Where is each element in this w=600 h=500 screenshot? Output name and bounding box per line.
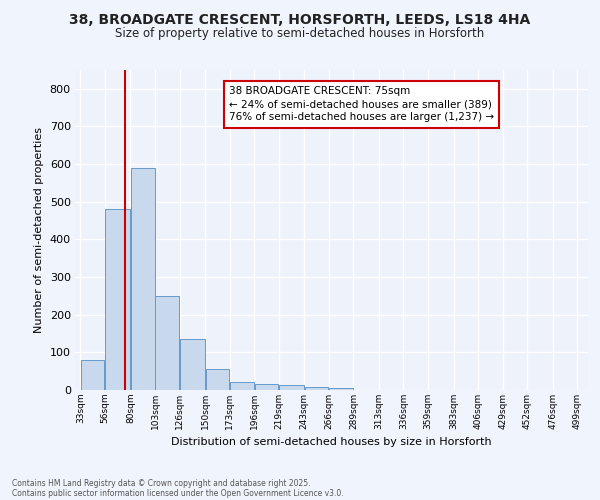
Bar (180, 339, 205, 390)
Text: Size of property relative to semi-detached houses in Horsforth: Size of property relative to semi-detach… (115, 28, 485, 40)
Bar (329, 388, 353, 390)
Y-axis label: Number of semi-detached properties: Number of semi-detached properties (34, 127, 44, 333)
Bar (230, 382, 254, 390)
Text: Contains public sector information licensed under the Open Government Licence v3: Contains public sector information licen… (12, 488, 344, 498)
Bar (105, 210, 130, 390)
Bar (155, 296, 179, 390)
Text: 38, BROADGATE CRESCENT, HORSFORTH, LEEDS, LS18 4HA: 38, BROADGATE CRESCENT, HORSFORTH, LEEDS… (70, 12, 530, 26)
Bar (81, 360, 104, 390)
Bar (206, 370, 229, 390)
Text: Contains HM Land Registry data © Crown copyright and database right 2025.: Contains HM Land Registry data © Crown c… (12, 478, 311, 488)
Bar (279, 385, 304, 390)
Text: 38 BROADGATE CRESCENT: 75sqm
← 24% of semi-detached houses are smaller (389)
76%: 38 BROADGATE CRESCENT: 75sqm ← 24% of se… (229, 86, 494, 122)
Bar (254, 384, 278, 390)
Bar (305, 388, 328, 390)
Bar (131, 168, 155, 390)
X-axis label: Distribution of semi-detached houses by size in Horsforth: Distribution of semi-detached houses by … (171, 438, 492, 448)
